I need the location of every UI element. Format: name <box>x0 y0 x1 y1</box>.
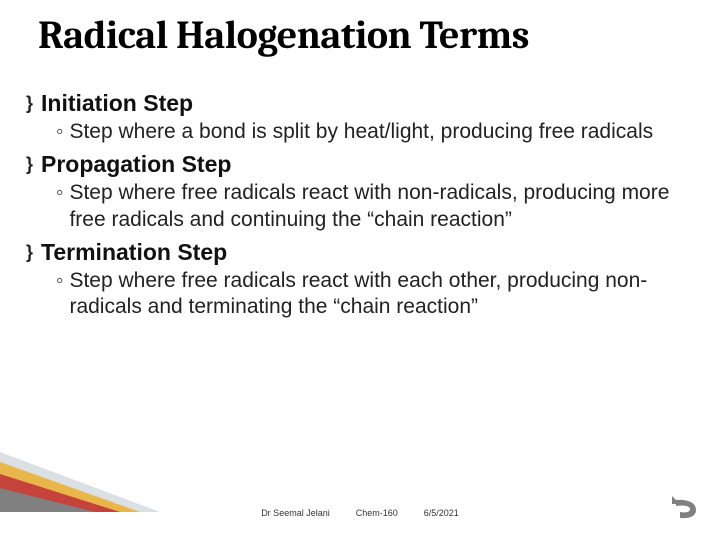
term-header: } Termination Step <box>26 239 686 266</box>
term-desc-text: Step where free radicals react with each… <box>69 268 686 321</box>
slide: Radical Halogenation Terms } Initiation … <box>0 0 720 540</box>
term-desc-text: Step where a bond is split by heat/light… <box>69 119 653 145</box>
term-propagation: } Propagation Step ◦ Step where free rad… <box>26 151 686 233</box>
term-title: Propagation Step <box>41 151 231 178</box>
term-header: } Propagation Step <box>26 151 686 178</box>
slide-footer: Dr Seemal Jelani Chem-160 6/5/2021 <box>0 508 720 518</box>
term-header: } Initiation Step <box>26 90 686 117</box>
corner-wedge-decor <box>0 452 160 512</box>
bullet-icon: } <box>26 243 33 263</box>
footer-date: 6/5/2021 <box>424 508 459 518</box>
term-description: ◦ Step where a bond is split by heat/lig… <box>56 119 686 145</box>
bullet-icon: } <box>26 94 33 114</box>
term-termination: } Termination Step ◦ Step where free rad… <box>26 239 686 321</box>
term-description: ◦ Step where free radicals react with no… <box>56 180 686 233</box>
term-description: ◦ Step where free radicals react with ea… <box>56 268 686 321</box>
wedge-svg <box>0 452 160 512</box>
return-icon[interactable] <box>666 492 702 522</box>
term-initiation: } Initiation Step ◦ Step where a bond is… <box>26 90 686 145</box>
return-icon-svg <box>666 492 702 522</box>
page-title: Radical Halogenation Terms <box>38 12 529 58</box>
sub-bullet-icon: ◦ <box>56 268 63 294</box>
sub-bullet-icon: ◦ <box>56 119 63 145</box>
term-title: Initiation Step <box>41 90 193 117</box>
slide-body: } Initiation Step ◦ Step where a bond is… <box>26 84 686 320</box>
bullet-icon: } <box>26 155 33 175</box>
footer-author: Dr Seemal Jelani <box>261 508 330 518</box>
term-desc-text: Step where free radicals react with non-… <box>69 180 686 233</box>
term-title: Termination Step <box>41 239 227 266</box>
footer-course: Chem-160 <box>356 508 398 518</box>
sub-bullet-icon: ◦ <box>56 180 63 206</box>
